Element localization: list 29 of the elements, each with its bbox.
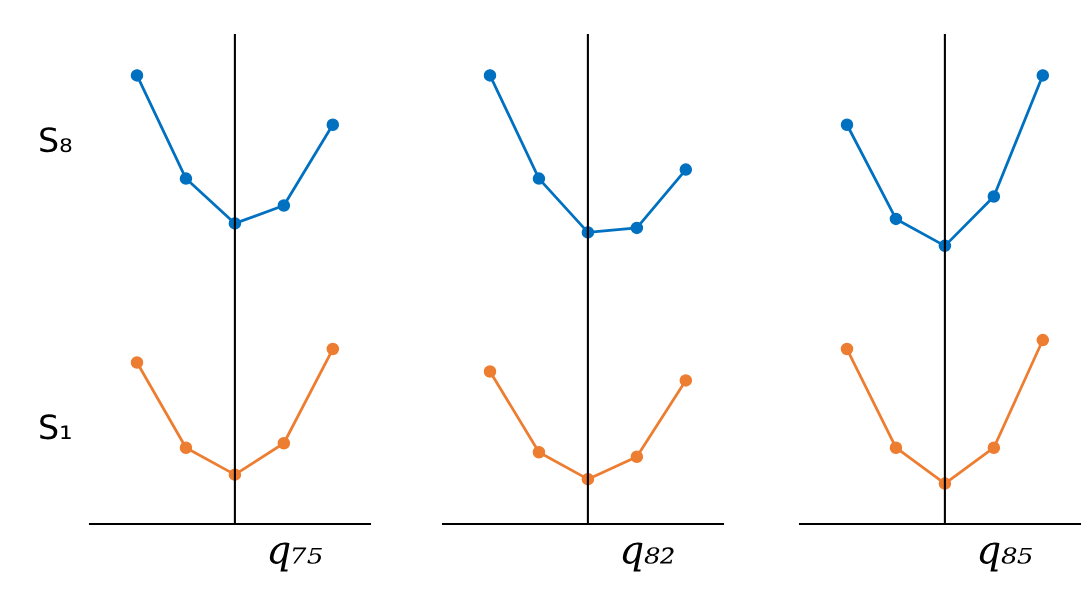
- point: [630, 450, 644, 463]
- point: [483, 365, 497, 378]
- point: [277, 199, 291, 212]
- x-axis-title: q₈₂: [622, 542, 674, 572]
- point: [840, 118, 854, 131]
- point: [532, 172, 546, 185]
- point: [987, 190, 1001, 203]
- point: [179, 441, 193, 454]
- x-axis-title: q₈₅: [979, 542, 1032, 572]
- point: [889, 212, 903, 226]
- point: [277, 436, 291, 450]
- point: [326, 342, 340, 356]
- point: [840, 342, 854, 356]
- point: [532, 445, 546, 459]
- point: [1036, 69, 1050, 82]
- x-axis-title: q₇₅: [269, 542, 322, 572]
- point: [889, 441, 903, 454]
- point: [1036, 333, 1050, 347]
- point: [630, 221, 644, 235]
- point: [483, 69, 497, 82]
- point: [130, 69, 144, 82]
- point: [179, 172, 193, 185]
- point: [987, 441, 1001, 454]
- text: S₈: [40, 127, 72, 153]
- point: [679, 163, 693, 176]
- text: S₁: [40, 414, 71, 440]
- point: [326, 118, 340, 131]
- point: [679, 374, 693, 387]
- point: [130, 356, 144, 369]
